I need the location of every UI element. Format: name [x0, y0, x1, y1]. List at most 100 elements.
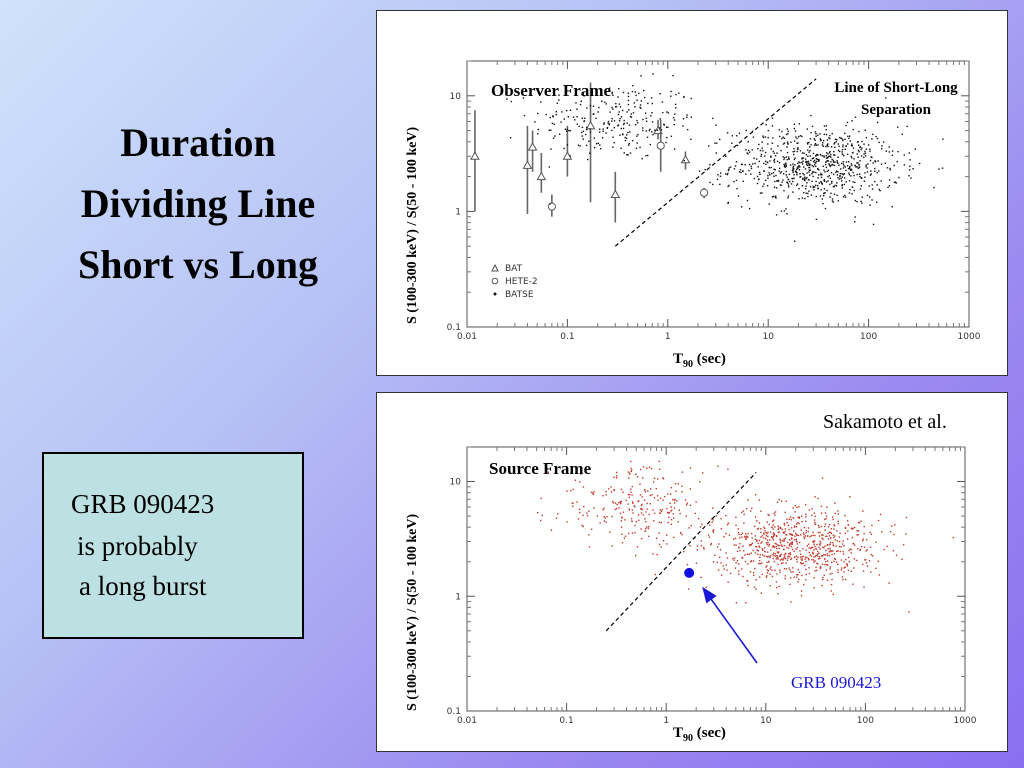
data-point — [810, 194, 813, 196]
data-point — [602, 130, 604, 132]
data-point — [572, 488, 574, 491]
data-point — [848, 172, 850, 174]
data-point — [834, 138, 837, 141]
data-point — [826, 535, 828, 538]
data-point — [586, 126, 588, 129]
data-point — [841, 543, 844, 545]
data-point — [674, 103, 677, 106]
data-point — [843, 154, 845, 157]
data-point — [816, 543, 818, 546]
data-point — [775, 558, 777, 560]
data-point — [592, 493, 595, 495]
data-point — [797, 522, 799, 524]
data-point — [613, 141, 615, 144]
data-point — [825, 157, 828, 159]
data-point — [771, 117, 774, 119]
data-point — [566, 521, 568, 523]
data-point — [851, 536, 854, 539]
data-point — [656, 553, 658, 556]
data-point — [665, 126, 668, 128]
source-frame-panel: 0.01 0.1 1 10 100 1000 0.1 1 10 Sakamoto et al. … — [376, 392, 1008, 752]
data-point — [623, 537, 626, 539]
data-point — [603, 122, 605, 124]
data-point — [819, 195, 822, 197]
data-point — [866, 171, 869, 173]
data-point — [769, 584, 771, 587]
data-point — [755, 588, 757, 590]
data-point — [743, 550, 745, 552]
data-point — [769, 539, 771, 541]
data-point — [742, 180, 744, 182]
data-point — [767, 143, 769, 145]
data-point — [812, 165, 815, 168]
data-point — [776, 180, 778, 182]
data-point — [669, 493, 672, 495]
data-point — [599, 131, 601, 133]
data-point — [837, 162, 839, 165]
data-point — [634, 524, 636, 527]
data-point — [905, 516, 908, 519]
data-point — [779, 569, 781, 571]
data-point — [783, 210, 786, 212]
data-point — [814, 515, 816, 517]
data-point — [608, 123, 611, 125]
data-point — [579, 511, 581, 514]
data-point — [805, 178, 807, 180]
data-point — [776, 547, 778, 550]
data-point — [729, 166, 732, 168]
data-point — [782, 156, 784, 158]
title-line-1: Duration — [120, 120, 276, 165]
data-point — [686, 116, 688, 119]
data-point — [762, 554, 764, 556]
data-point — [791, 169, 794, 171]
data-point — [810, 131, 812, 134]
data-point — [836, 540, 839, 542]
data-point — [620, 526, 623, 528]
data-point — [817, 558, 820, 560]
data-point — [798, 161, 800, 163]
data-point — [587, 158, 589, 161]
data-point — [857, 162, 859, 164]
data-point — [841, 185, 843, 187]
data-point — [826, 553, 829, 555]
data-point — [737, 531, 740, 534]
data-point — [558, 99, 560, 101]
data-point — [771, 526, 773, 528]
data-point — [584, 133, 587, 136]
data-point — [741, 536, 743, 538]
data-point — [660, 129, 663, 131]
data-point — [827, 526, 830, 528]
data-point — [668, 511, 671, 514]
data-point — [783, 189, 785, 192]
data-point — [683, 159, 685, 162]
data-point — [733, 544, 736, 546]
data-point — [651, 494, 653, 496]
data-point — [766, 569, 769, 571]
data-point — [736, 560, 739, 562]
data-point — [843, 571, 845, 573]
data-point — [599, 147, 602, 150]
data-point — [798, 187, 800, 190]
data-point — [581, 126, 584, 129]
data-point — [865, 136, 868, 139]
data-point — [789, 577, 792, 579]
data-point — [787, 182, 789, 184]
data-point — [848, 192, 851, 194]
data-point — [878, 170, 880, 172]
data-point — [712, 519, 714, 521]
data-point — [793, 147, 795, 150]
data-point — [783, 137, 786, 140]
data-point — [795, 540, 798, 542]
data-point — [618, 87, 620, 90]
data-point — [817, 531, 820, 534]
data-point — [793, 177, 795, 179]
data-point — [635, 147, 638, 149]
data-point — [844, 196, 847, 198]
data-point — [577, 144, 580, 146]
data-point — [595, 143, 598, 145]
data-point — [877, 160, 879, 162]
data-point — [866, 167, 868, 169]
data-point — [742, 575, 744, 578]
data-point — [866, 565, 869, 567]
data-point — [799, 166, 801, 168]
